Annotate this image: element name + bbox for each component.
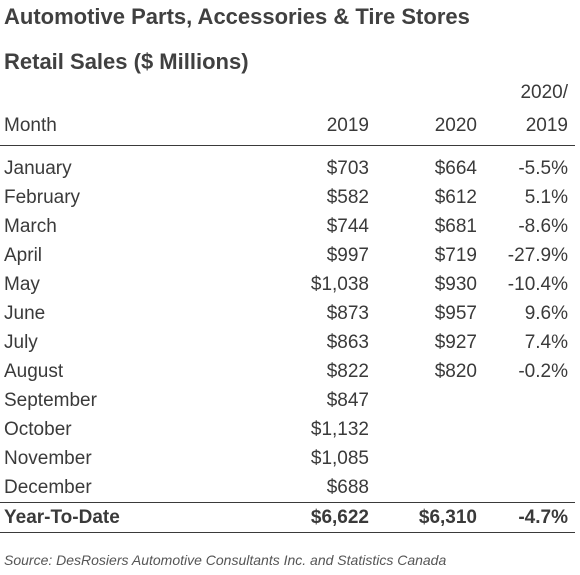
table-row: March $744 $681 -8.6% bbox=[0, 212, 580, 241]
change-cell: -0.2% bbox=[518, 361, 568, 382]
table-subtitle: Retail Sales ($ Millions) bbox=[4, 49, 249, 74]
month-cell: March bbox=[4, 216, 57, 237]
value-2019-cell: $1,038 bbox=[310, 274, 369, 295]
table-row: August $822 $820 -0.2% bbox=[0, 357, 580, 386]
ytd-2020: $6,310 bbox=[418, 507, 477, 528]
header-2019: 2019 bbox=[326, 115, 369, 136]
value-2019-cell: $688 bbox=[326, 477, 369, 498]
ytd-change: -4.7% bbox=[518, 507, 568, 528]
table-row: May $1,038 $930 -10.4% bbox=[0, 270, 580, 299]
header-row-top: 2020/ bbox=[0, 78, 580, 107]
value-2019-cell: $1,085 bbox=[310, 448, 369, 469]
table-row: November $1,085 bbox=[0, 444, 580, 473]
value-2019-cell: $703 bbox=[326, 158, 369, 179]
month-cell: September bbox=[4, 390, 97, 411]
month-cell: October bbox=[4, 419, 72, 440]
header-rule bbox=[0, 145, 575, 146]
month-cell: December bbox=[4, 477, 92, 498]
table-row: July $863 $927 7.4% bbox=[0, 328, 580, 357]
ytd-label: Year-To-Date bbox=[4, 507, 120, 528]
month-cell: July bbox=[4, 332, 38, 353]
table-row: February $582 $612 5.1% bbox=[0, 183, 580, 212]
value-2019-cell: $997 bbox=[326, 245, 369, 266]
table-row: October $1,132 bbox=[0, 415, 580, 444]
value-2020-cell: $612 bbox=[434, 187, 477, 208]
change-cell: -5.5% bbox=[518, 158, 568, 179]
change-cell: 5.1% bbox=[524, 187, 568, 208]
ytd-rule bbox=[0, 502, 575, 503]
table-row: January $703 $664 -5.5% bbox=[0, 154, 580, 183]
month-cell: June bbox=[4, 303, 46, 324]
header-change-line1: 2020/ bbox=[520, 82, 568, 103]
month-cell: May bbox=[4, 274, 40, 295]
table-row: December $688 bbox=[0, 473, 580, 502]
month-cell: January bbox=[4, 158, 72, 179]
header-month: Month bbox=[4, 115, 57, 136]
value-2019-cell: $582 bbox=[326, 187, 369, 208]
table-row: June $873 $957 9.6% bbox=[0, 299, 580, 328]
source-note: Source: DesRosiers Automotive Consultant… bbox=[4, 552, 447, 568]
value-2019-cell: $744 bbox=[326, 216, 369, 237]
value-2020-cell: $719 bbox=[434, 245, 477, 266]
header-row: Month 2019 2020 2019 bbox=[0, 111, 580, 140]
value-2020-cell: $664 bbox=[434, 158, 477, 179]
header-2020: 2020 bbox=[434, 115, 477, 136]
value-2019-cell: $1,132 bbox=[310, 419, 369, 440]
value-2020-cell: $820 bbox=[434, 361, 477, 382]
bottom-rule bbox=[0, 532, 575, 533]
table-row: September $847 bbox=[0, 386, 580, 415]
month-cell: February bbox=[4, 187, 81, 208]
change-cell: 7.4% bbox=[524, 332, 568, 353]
value-2019-cell: $847 bbox=[326, 390, 369, 411]
ytd-2019: $6,622 bbox=[310, 507, 369, 528]
value-2020-cell: $930 bbox=[434, 274, 477, 295]
table-title: Automotive Parts, Accessories & Tire Sto… bbox=[4, 4, 470, 29]
change-cell: 9.6% bbox=[524, 303, 568, 324]
change-cell: -10.4% bbox=[507, 274, 568, 295]
change-cell: -27.9% bbox=[507, 245, 568, 266]
value-2019-cell: $822 bbox=[326, 361, 369, 382]
month-cell: November bbox=[4, 448, 92, 469]
value-2020-cell: $681 bbox=[434, 216, 477, 237]
value-2020-cell: $957 bbox=[434, 303, 477, 324]
ytd-row: Year-To-Date $6,622 $6,310 -4.7% bbox=[0, 503, 580, 532]
value-2019-cell: $863 bbox=[326, 332, 369, 353]
month-cell: August bbox=[4, 361, 64, 382]
value-2020-cell: $927 bbox=[434, 332, 477, 353]
value-2019-cell: $873 bbox=[326, 303, 369, 324]
month-cell: April bbox=[4, 245, 43, 266]
header-change-line2: 2019 bbox=[525, 115, 568, 136]
table-row: April $997 $719 -27.9% bbox=[0, 241, 580, 270]
change-cell: -8.6% bbox=[518, 216, 568, 237]
